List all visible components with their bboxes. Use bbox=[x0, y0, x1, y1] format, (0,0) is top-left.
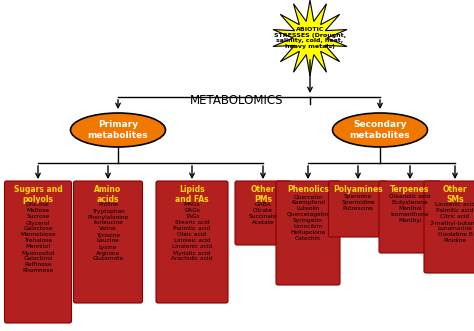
Text: Quercetin
Kaempferol
Luteolin
Quercetagetin
Syringetin
Limocitrin
Hellupolone
Ca: Quercetin Kaempferol Luteolin Quercetage… bbox=[287, 194, 329, 241]
FancyBboxPatch shape bbox=[73, 181, 143, 303]
Text: METABOLOMICS: METABOLOMICS bbox=[190, 93, 284, 107]
Text: Sugars and
polyols: Sugars and polyols bbox=[14, 185, 63, 205]
Ellipse shape bbox=[332, 113, 428, 147]
FancyBboxPatch shape bbox=[4, 181, 72, 323]
Ellipse shape bbox=[71, 113, 165, 147]
Text: Lipids
and FAs: Lipids and FAs bbox=[175, 185, 209, 205]
Text: Linolenic acid
Palmitic acid
Citric acid
2-methyl-butanal
Lunamarine
Hordatine B: Linolenic acid Palmitic acid Citric acid… bbox=[429, 203, 474, 244]
FancyBboxPatch shape bbox=[328, 181, 388, 237]
Text: Oleanolic acid
Ecdysterone
Menthol
Isomenthone
Menthyl: Oleanolic acid Ecdysterone Menthol Isome… bbox=[389, 194, 431, 223]
Text: Other
PMs: Other PMs bbox=[251, 185, 275, 205]
Text: Other
SMs: Other SMs bbox=[443, 185, 467, 205]
FancyBboxPatch shape bbox=[424, 181, 474, 273]
Text: Terpenes: Terpenes bbox=[390, 185, 430, 194]
Text: Primary
metabolites: Primary metabolites bbox=[88, 120, 148, 140]
Text: Glucose
Maltose
Sucrose
Glycerol
Galactose
Mannobiose
Trehalose
Mannitol
Myoinos: Glucose Maltose Sucrose Glycerol Galacto… bbox=[20, 203, 56, 273]
Text: Amino
acids: Amino acids bbox=[94, 185, 122, 205]
Text: Spermine
Spermidine
Putrescine: Spermine Spermidine Putrescine bbox=[341, 194, 375, 211]
Text: ABIOTIC
STRESSES (Drought,
salinity, cold, heat,
heavy metals): ABIOTIC STRESSES (Drought, salinity, col… bbox=[274, 27, 346, 49]
FancyBboxPatch shape bbox=[235, 181, 291, 245]
Text: Proline
Tryptophan
Phenylalanine
Isoleucine
Valine
Tyrosine
Leucine
Lysine
Argin: Proline Tryptophan Phenylalanine Isoleuc… bbox=[87, 203, 128, 261]
Text: Secondary
metabolites: Secondary metabolites bbox=[350, 120, 410, 140]
FancyBboxPatch shape bbox=[156, 181, 228, 303]
Text: MAGs
DAGs
TAGs
Stearic acid
Palmitic acid
Oleic acid
Linoleic acid
Linolenic aci: MAGs DAGs TAGs Stearic acid Palmitic aci… bbox=[172, 203, 213, 261]
Text: Polyamines: Polyamines bbox=[333, 185, 383, 194]
Text: Phenolics: Phenolics bbox=[287, 185, 329, 194]
FancyBboxPatch shape bbox=[276, 181, 340, 285]
Polygon shape bbox=[273, 0, 347, 76]
FancyBboxPatch shape bbox=[379, 181, 441, 253]
Text: GABA
Citrate
Succinate
Acetate: GABA Citrate Succinate Acetate bbox=[248, 203, 277, 225]
